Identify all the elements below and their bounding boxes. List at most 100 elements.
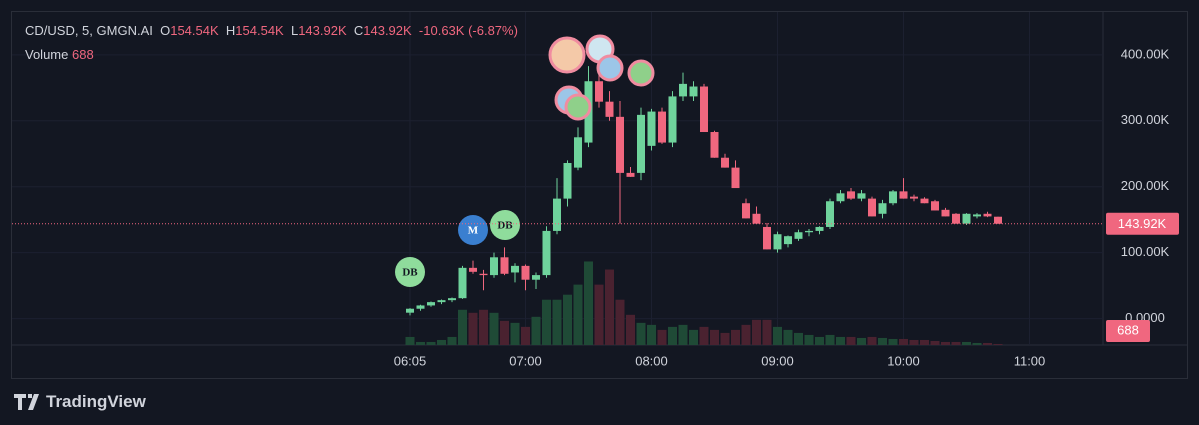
l-value: 143.92K bbox=[298, 23, 347, 38]
candle-body bbox=[542, 230, 551, 276]
volume-value: 688 bbox=[72, 47, 94, 62]
candle-body bbox=[878, 203, 887, 214]
volume-bar bbox=[468, 312, 478, 345]
volume-bar bbox=[657, 329, 667, 345]
volume-bar bbox=[405, 336, 415, 345]
candle-body bbox=[994, 216, 1002, 224]
volume-bar bbox=[458, 309, 467, 345]
volume-bar bbox=[521, 326, 530, 345]
volume-bar bbox=[720, 332, 730, 345]
candle-body bbox=[794, 232, 803, 239]
volume-bar bbox=[689, 329, 698, 345]
volume-bar bbox=[510, 322, 520, 345]
volume-bar bbox=[647, 324, 656, 345]
legend-header: CD/USD, 5, GMGN.AI O 154.54K H 154.54K L 14… bbox=[25, 23, 518, 38]
candle-body bbox=[616, 116, 624, 173]
c-value: 143.92K bbox=[363, 23, 412, 38]
candle-body bbox=[679, 83, 687, 97]
o-label: O bbox=[160, 23, 171, 38]
volume-legend: Volume 688 bbox=[25, 47, 94, 62]
volume-bar bbox=[594, 284, 604, 345]
avatar bbox=[596, 54, 624, 82]
candle-body bbox=[742, 203, 750, 219]
candle-body bbox=[479, 273, 488, 276]
candle-body bbox=[731, 167, 740, 189]
candle-body bbox=[973, 214, 981, 217]
volume-bar bbox=[447, 336, 457, 345]
candle-body bbox=[563, 163, 572, 199]
volume-bar bbox=[773, 326, 782, 345]
avatar bbox=[627, 59, 655, 87]
candle-body bbox=[868, 198, 876, 217]
x-tick-label: 09:00 bbox=[761, 353, 794, 368]
candle-body bbox=[658, 111, 666, 143]
candle-body bbox=[521, 265, 530, 280]
volume-bar bbox=[731, 329, 740, 345]
y-tick-label: 400.00K bbox=[1121, 46, 1170, 61]
volume-bar bbox=[699, 326, 709, 345]
volume-bar bbox=[909, 339, 919, 345]
candle-body bbox=[469, 267, 477, 272]
candle-body bbox=[490, 257, 498, 276]
volume-bar bbox=[668, 326, 677, 345]
volume-bar bbox=[941, 341, 950, 345]
volume-bar bbox=[563, 294, 572, 345]
candle-body bbox=[637, 114, 645, 173]
volume-bar bbox=[437, 339, 446, 345]
candle-body bbox=[784, 236, 792, 245]
volume-bar bbox=[741, 324, 751, 345]
volume-bar bbox=[951, 341, 961, 345]
candle-body bbox=[626, 172, 635, 177]
event-marker bbox=[458, 215, 488, 245]
volume-bar bbox=[636, 322, 646, 345]
candle-body bbox=[700, 86, 708, 133]
x-tick-label: 08:00 bbox=[635, 353, 668, 368]
markers: DB M DB bbox=[395, 210, 520, 287]
last-price-box bbox=[1106, 212, 1179, 235]
volume-label: Volume bbox=[25, 47, 69, 62]
event-marker-label: DB bbox=[497, 220, 513, 232]
event-marker bbox=[490, 210, 520, 240]
volume-bar bbox=[500, 320, 509, 345]
volume-bar bbox=[794, 332, 803, 345]
volume-bar bbox=[836, 336, 845, 345]
symbol: CD/USD, 5, GMGN.AI bbox=[25, 23, 153, 38]
x-tick-label: 07:00 bbox=[509, 353, 542, 368]
volume-bar bbox=[626, 314, 635, 345]
c-label: C bbox=[353, 23, 364, 38]
x-tick-label: 10:00 bbox=[887, 353, 920, 368]
candle-body bbox=[920, 198, 929, 204]
x-tick-label: 11:00 bbox=[1014, 353, 1046, 368]
volume-bar bbox=[678, 324, 688, 345]
volume-bar bbox=[993, 344, 1003, 345]
volume-bar bbox=[888, 338, 898, 345]
y-tick-label: 300.00K bbox=[1121, 112, 1170, 127]
candle-body bbox=[836, 193, 845, 202]
candle-body bbox=[721, 157, 729, 168]
x-tick-label: 06:05 bbox=[394, 353, 427, 368]
candle-body bbox=[941, 209, 950, 217]
candle-body bbox=[857, 193, 866, 199]
candle-body bbox=[647, 111, 656, 146]
volume-bar bbox=[804, 334, 814, 345]
avatar bbox=[548, 36, 586, 74]
candle-body bbox=[962, 213, 971, 224]
brand-name: TradingView bbox=[46, 392, 146, 411]
brand: TradingView bbox=[14, 392, 146, 412]
volume-bar bbox=[930, 340, 940, 345]
candle-body bbox=[847, 191, 855, 199]
volume-bar bbox=[867, 336, 877, 345]
candle-body bbox=[553, 198, 561, 231]
event-marker-label: M bbox=[468, 225, 479, 237]
volume-bar bbox=[584, 261, 593, 345]
volume-bar bbox=[983, 342, 992, 345]
volume-bar bbox=[573, 284, 583, 345]
candle-body bbox=[805, 230, 813, 233]
volume-bar bbox=[416, 341, 425, 345]
candle-body bbox=[605, 101, 614, 117]
volume-bar bbox=[846, 336, 856, 345]
volume-pane bbox=[405, 261, 1003, 345]
candle-body bbox=[406, 308, 414, 313]
volume-bar bbox=[899, 338, 908, 345]
candle-body bbox=[815, 226, 824, 231]
